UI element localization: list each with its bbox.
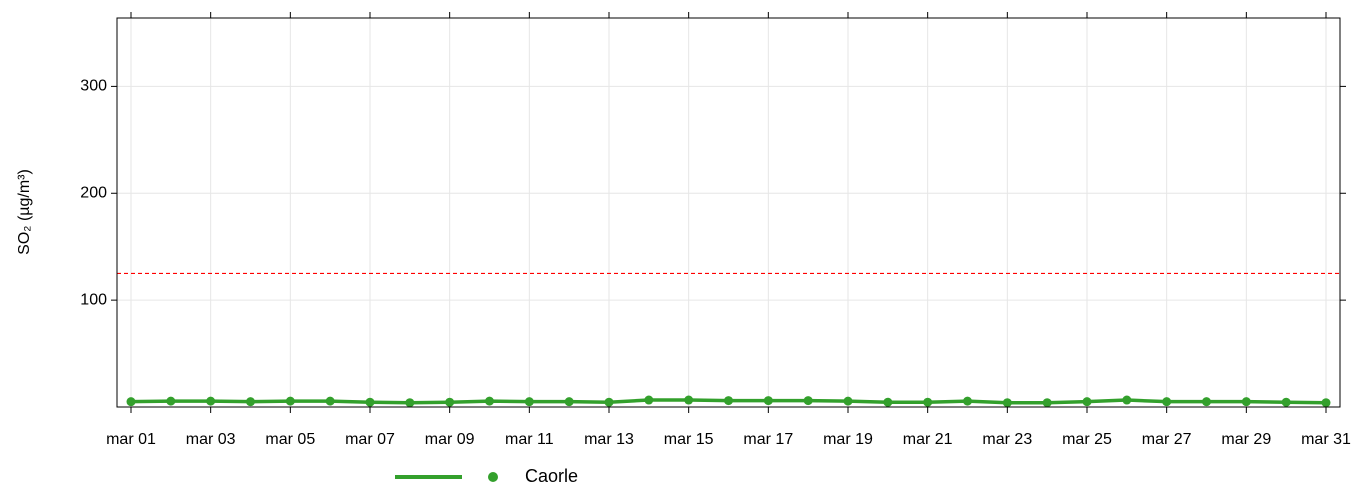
data-point — [325, 396, 335, 406]
x-tick-label: mar 03 — [186, 431, 236, 448]
y-tick-label: 300 — [80, 78, 107, 95]
data-point — [485, 396, 494, 406]
data-point — [963, 396, 972, 406]
data-point — [1202, 397, 1211, 407]
plot-frame — [116, 17, 1341, 408]
data-point — [1321, 398, 1331, 408]
data-point — [803, 396, 813, 406]
data-point — [365, 397, 375, 407]
y-tick-label: 100 — [80, 291, 107, 308]
x-tick-label: mar 09 — [425, 431, 475, 448]
x-tick-label: mar 25 — [1062, 431, 1112, 448]
data-point — [923, 397, 933, 407]
data-point — [1281, 397, 1291, 407]
data-point — [883, 397, 893, 407]
data-point — [405, 398, 415, 408]
data-point — [445, 397, 455, 407]
data-point — [524, 397, 534, 407]
x-tick-label: mar 17 — [743, 431, 793, 448]
data-point — [1082, 397, 1092, 407]
data-point — [1122, 395, 1132, 405]
x-tick-label: mar 11 — [505, 431, 554, 448]
x-tick-label: mar 23 — [982, 431, 1032, 448]
y-tick-label: 200 — [80, 184, 107, 201]
data-point — [644, 395, 654, 405]
data-point — [285, 396, 295, 406]
data-point — [126, 397, 136, 407]
data-point — [206, 396, 216, 406]
data-point — [564, 397, 574, 407]
x-tick-label: mar 07 — [345, 431, 395, 448]
legend-marker — [488, 472, 498, 482]
x-tick-label: mar 05 — [265, 431, 315, 448]
data-point — [1162, 397, 1172, 407]
x-tick-label: mar 31 — [1301, 431, 1351, 448]
x-tick-label: mar 13 — [584, 431, 634, 448]
x-tick-label: mar 15 — [664, 431, 714, 448]
data-point — [1002, 398, 1012, 408]
data-point — [843, 396, 853, 406]
legend-label: Caorle — [525, 466, 578, 486]
data-point — [763, 396, 773, 406]
data-point — [1042, 398, 1052, 408]
data-point — [246, 397, 255, 407]
x-tick-label: mar 19 — [823, 431, 873, 448]
x-tick-label: mar 29 — [1221, 431, 1271, 448]
data-point — [684, 395, 694, 405]
data-point — [604, 397, 614, 407]
y-axis-label: SO₂ (µg/m³) — [16, 169, 33, 255]
data-point — [724, 396, 733, 406]
x-tick-label: mar 27 — [1142, 431, 1192, 448]
data-point — [1241, 397, 1251, 407]
x-tick-label: mar 21 — [903, 431, 953, 448]
data-point — [166, 396, 176, 406]
x-tick-label: mar 01 — [106, 431, 156, 448]
